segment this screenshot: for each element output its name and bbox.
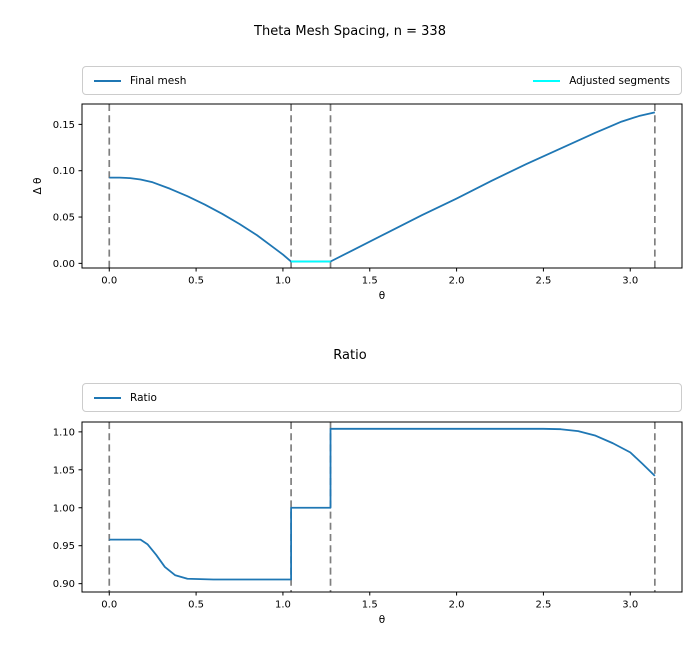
y-tick-label: 0.15 [53,120,75,131]
x-tick-label: 1.5 [362,276,378,287]
x-tick-label: 2.5 [535,600,551,611]
figure-title: Theta Mesh Spacing, n = 338 [254,24,446,39]
axes-frame [81,421,683,593]
y-axis-label: Δ θ [32,178,44,195]
y-tick-label: 0.95 [53,541,75,552]
x-axis-label: θ [379,290,385,302]
y-tick-label: 1.10 [53,427,75,438]
y-tick-label: 0.10 [53,166,75,177]
x-tick-label: 2.0 [449,600,465,611]
x-tick-label: 0.5 [188,276,204,287]
x-tick-label: 2.5 [535,276,551,287]
y-tick-label: 1.05 [53,465,75,476]
ratio-axes: 0.0 0.5 1.0 1.5 2.0 2.5 3.0 0.90 0.95 1.00 1.05 1.1… [53,421,683,626]
series-final-mesh [109,111,656,263]
axes-frame [81,103,683,269]
x-tick-label: 3.0 [622,276,638,287]
legend-entry-final-mesh: Final mesh [94,75,186,87]
x-tick-label: 0.5 [188,600,204,611]
mesh-spacing-axes: 0.0 0.5 1.0 1.5 2.0 2.5 3.0 0.00 0.05 0.10 0.15 θ Δ … [32,103,683,302]
x-tick-label: 3.0 [622,600,638,611]
legend-label-ratio: Ratio [130,391,157,404]
adjusted-segments-line-swatch [533,79,561,82]
legend-entry-adjusted-segments: Adjusted segments [533,75,670,87]
x-tick-label: 2.0 [449,276,465,287]
y-tick-label: 0.00 [53,259,75,270]
legend-label-adjusted-segments: Adjusted segments [569,74,670,87]
legend-entry-ratio: Ratio [94,392,157,404]
ratio-subplot-title: Ratio [333,348,367,363]
series-ratio [109,427,656,581]
x-axis-label: θ [379,614,385,626]
x-tick-label: 0.0 [101,600,117,611]
y-tick-label: 0.05 [53,213,75,224]
legend-label-final-mesh: Final mesh [130,74,187,87]
legend-top: Final mesh Adjusted segments [82,66,682,95]
y-tick-label: 1.00 [53,503,75,514]
x-tick-label: 1.0 [275,600,291,611]
y-tick-label: 0.90 [53,579,75,590]
ratio-line-swatch [94,396,121,399]
final-mesh-line-swatch [94,79,121,82]
x-tick-label: 0.0 [101,276,117,287]
x-tick-label: 1.0 [275,276,291,287]
legend-bottom: Ratio [82,383,682,412]
x-tick-label: 1.5 [362,600,378,611]
